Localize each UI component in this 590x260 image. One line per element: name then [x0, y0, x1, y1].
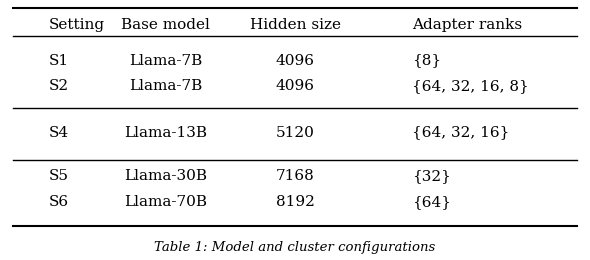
Text: 8192: 8192	[276, 195, 314, 209]
Text: S2: S2	[48, 79, 68, 93]
Text: Llama-70B: Llama-70B	[124, 195, 207, 209]
Text: {64}: {64}	[412, 195, 451, 209]
Text: Llama-7B: Llama-7B	[129, 54, 202, 68]
Text: S1: S1	[48, 54, 68, 68]
Text: Adapter ranks: Adapter ranks	[412, 17, 523, 31]
Text: Base model: Base model	[122, 17, 210, 31]
Text: 4096: 4096	[276, 54, 314, 68]
Text: {64, 32, 16, 8}: {64, 32, 16, 8}	[412, 79, 529, 93]
Text: Setting: Setting	[48, 17, 104, 31]
Text: 7168: 7168	[276, 169, 314, 183]
Text: 4096: 4096	[276, 79, 314, 93]
Text: {32}: {32}	[412, 169, 451, 183]
Text: S5: S5	[48, 169, 68, 183]
Text: {8}: {8}	[412, 54, 441, 68]
Text: Hidden size: Hidden size	[250, 17, 340, 31]
Text: 5120: 5120	[276, 126, 314, 140]
Text: {64, 32, 16}: {64, 32, 16}	[412, 126, 510, 140]
Text: Llama-13B: Llama-13B	[124, 126, 207, 140]
Text: S4: S4	[48, 126, 68, 140]
Text: Table 1: Model and cluster configurations: Table 1: Model and cluster configuration…	[155, 240, 435, 253]
Text: S6: S6	[48, 195, 68, 209]
Text: Llama-7B: Llama-7B	[129, 79, 202, 93]
Text: Llama-30B: Llama-30B	[124, 169, 207, 183]
